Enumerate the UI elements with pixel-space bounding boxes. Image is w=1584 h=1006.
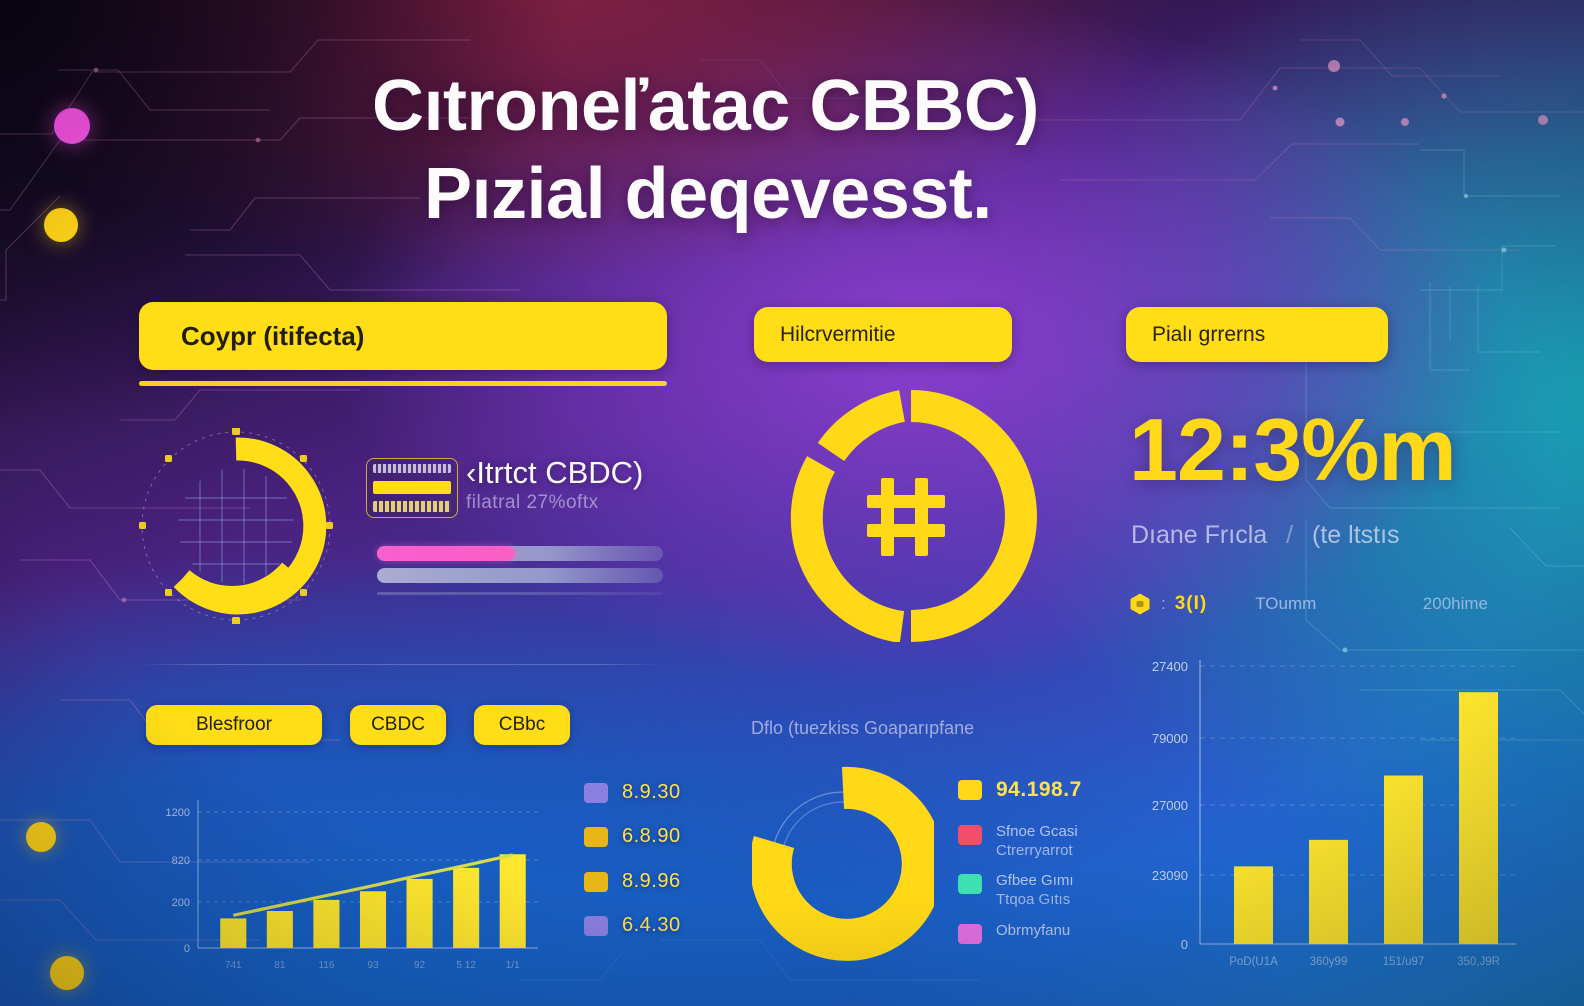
right-bar-chart: 27400 79000 27000 23090 0 PoD(U1A 360y99 151/u…	[1152, 659, 1516, 968]
hash-icon	[867, 478, 945, 556]
deco-dot-yellow-top	[44, 208, 78, 242]
svg-text:92: 92	[414, 960, 426, 971]
chip-cbbc[interactable]: CBbc	[474, 705, 570, 745]
svg-text:27000: 27000	[1152, 798, 1188, 813]
kpi-value: 12:3%m	[1129, 400, 1457, 499]
tab-primary-underline	[139, 381, 667, 386]
legend-item[interactable]: 6.8.90	[584, 825, 681, 848]
background-dark-corner	[0, 0, 729, 564]
kpi-meta-label-b: 200hime	[1422, 594, 1488, 613]
svg-text:27400: 27400	[1152, 659, 1188, 674]
mini-card-bottom-line	[373, 501, 451, 512]
title-line-2: Pızial deqevesst.	[424, 154, 992, 234]
legend-label: 8.9.30	[622, 781, 681, 803]
kpi-meta-number: 3(I)	[1174, 593, 1208, 614]
svg-text:5 12: 5 12	[456, 960, 476, 971]
kpi-meta-label-a: TOumm	[1255, 594, 1317, 613]
legend-item[interactable]: 8.9.96	[584, 870, 681, 893]
deco-dot-magenta	[54, 108, 90, 144]
legend-swatch	[958, 825, 982, 845]
left-panel-divider	[139, 664, 663, 665]
donut-ring-icon	[139, 428, 333, 624]
svg-text:741: 741	[225, 960, 242, 971]
legend-item[interactable]: 6.4.30	[584, 914, 681, 937]
svg-text:23090: 23090	[1152, 868, 1188, 883]
legend-item[interactable]: 8.9.30	[584, 781, 681, 804]
tab-secondary[interactable]: Hilcrvermitie	[754, 307, 1012, 362]
kpi-subtitle-separator: /	[1286, 521, 1294, 549]
svg-text:360y99: 360y99	[1310, 956, 1348, 968]
deco-dot-yellow-left	[26, 822, 56, 852]
hexagon-icon	[1130, 593, 1150, 615]
center-legend-item[interactable]: Obrmyfanu	[958, 922, 1070, 944]
tab-tertiary[interactable]: Pialı grrerns	[1126, 307, 1388, 362]
svg-text:1/1: 1/1	[506, 960, 520, 971]
legend-label: 6.8.90	[622, 825, 681, 847]
kpi-meta-colon: :	[1161, 594, 1166, 613]
progress-bar-2-track[interactable]	[377, 568, 663, 583]
svg-text:0: 0	[184, 943, 190, 955]
legend-swatch	[584, 915, 608, 936]
deco-dot-yellow-bottom	[50, 956, 84, 990]
svg-text:116: 116	[318, 960, 334, 971]
legend-label: 8.9.96	[622, 870, 681, 892]
legend-label: 6.4.30	[622, 914, 681, 936]
svg-text:93: 93	[367, 960, 379, 971]
center-legend-item[interactable]: Gfbee Gımı Ttqoa Gıtıs	[958, 872, 1074, 908]
kpi-meta-row: : 3(I) TOumm 200hime	[1128, 592, 1488, 616]
legend-sublabel: Ctrerryarrot	[996, 842, 1073, 859]
legend-label: 94.198.7	[996, 778, 1082, 801]
page-title: Cıtroneľatac CBBC) Pızial deqevesst.	[372, 62, 1352, 238]
svg-text:1200: 1200	[166, 807, 190, 819]
legend-label: Obrmyfanu	[996, 922, 1071, 939]
kpi-subtitle: Dıane Frıcla / (te ltstıs	[1131, 521, 1400, 550]
left-panel-subheading: filatral 27%oftx	[466, 492, 599, 513]
kpi-subtitle-right: (te ltstıs	[1312, 521, 1400, 549]
title-line-1: Cıtroneľatac CBBC)	[372, 66, 1039, 146]
progress-bar-3-track	[377, 592, 663, 595]
center-chart-title: Dflo (tuezkiss Goaparıpfane	[751, 718, 975, 738]
legend-swatch	[958, 874, 982, 894]
mini-stat-card	[366, 458, 458, 518]
progress-bar-1-fill	[377, 546, 515, 561]
center-legend-item[interactable]: 94.198.7	[958, 778, 1082, 802]
mini-card-highlight-bar	[373, 480, 451, 494]
center-legend-item[interactable]: Sfnoe Gcasi Ctrerryarrot	[958, 823, 1078, 859]
chip-blesfroor[interactable]: Blesfroor	[146, 705, 322, 745]
center-donut-chart	[752, 766, 934, 961]
legend-swatch	[958, 780, 982, 800]
legend-label: Sfnoe Gcasi	[996, 823, 1078, 840]
mini-card-top-line	[373, 464, 451, 473]
svg-text:820: 820	[172, 855, 190, 867]
chip-cbdc[interactable]: CBDC	[350, 705, 446, 745]
left-panel-heading: ‹Itrtct CBDC)	[466, 455, 644, 490]
segmented-ring-hash-icon	[790, 390, 1037, 642]
kpi-subtitle-left: Dıane Frıcla	[1131, 521, 1268, 549]
tab-primary[interactable]: Coypr (itifecta)	[139, 302, 667, 370]
legend-swatch	[584, 871, 608, 892]
legend-label: Gfbee Gımı	[996, 872, 1074, 889]
legend-swatch	[584, 782, 608, 803]
svg-text:350,J9R: 350,J9R	[1457, 956, 1500, 968]
legend-swatch	[958, 924, 982, 944]
legend-sublabel: Ttqoa Gıtıs	[996, 891, 1071, 908]
svg-text:151/u97: 151/u97	[1383, 956, 1425, 968]
svg-text:200: 200	[172, 897, 190, 909]
legend-swatch	[584, 826, 608, 847]
left-bar-chart: 0 200 820 1200 741 81 116 93 92 5 12 1/1	[166, 800, 538, 971]
svg-text:81: 81	[274, 960, 286, 971]
svg-text:0: 0	[1181, 937, 1188, 952]
svg-text:PoD(U1A: PoD(U1A	[1229, 956, 1278, 968]
svg-text:79000: 79000	[1152, 731, 1188, 746]
